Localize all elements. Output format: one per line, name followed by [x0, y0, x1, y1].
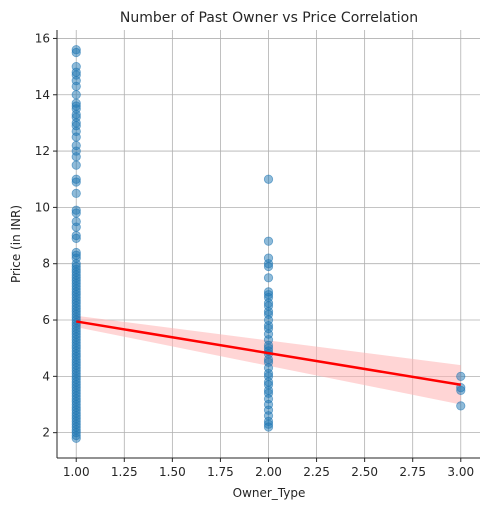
scatter-point [71, 90, 81, 100]
scatter-point [71, 188, 81, 198]
scatter-point [263, 236, 274, 246]
x-tick-label: 1.00 [63, 465, 90, 479]
scatter-point [71, 62, 81, 72]
scatter-point [71, 45, 81, 55]
axes [53, 30, 480, 462]
x-tick-label: 2.00 [255, 465, 282, 479]
scatter-point [456, 371, 466, 381]
scatter-point [71, 140, 81, 151]
chart-title: Number of Past Owner vs Price Correlatio… [120, 10, 418, 26]
y-tick-label: 4 [42, 369, 50, 383]
y-tick-label: 12 [35, 144, 50, 158]
scatter-point [456, 401, 466, 411]
scatter-point [263, 273, 274, 283]
y-tick-label: 16 [35, 31, 50, 45]
x-tick-label: 3.00 [447, 465, 474, 479]
scatter-point [71, 216, 81, 227]
x-tick-label: 2.50 [351, 465, 378, 479]
x-axis-label: Owner_Type [233, 486, 306, 500]
scatter-point [263, 287, 274, 297]
scatter-point [71, 174, 81, 184]
scatter-point [71, 98, 81, 108]
x-tick-label: 1.75 [207, 465, 234, 479]
scatter-point [263, 253, 274, 263]
x-tick-label: 1.25 [111, 465, 138, 479]
y-tick-label: 2 [42, 426, 50, 440]
scatter-point [71, 247, 81, 258]
scatter-point [71, 230, 81, 241]
scatter-point [71, 160, 81, 170]
regression-line-group [76, 320, 461, 387]
x-tick-label: 1.50 [159, 465, 186, 479]
regression-line [76, 320, 461, 387]
x-tick-label: 2.75 [399, 465, 426, 479]
y-axis-label: Price (in INR) [9, 205, 23, 283]
y-tick-label: 8 [42, 257, 50, 271]
scatter-points [71, 45, 466, 443]
tick-labels: 1.00 1.25 1.50 1.75 2.00 2.25 2.50 2.75 3.00 2 4 6 8… [35, 31, 474, 479]
y-tick-label: 10 [35, 200, 50, 214]
x-tick-label: 2.25 [303, 465, 330, 479]
scatter-point [71, 205, 81, 215]
y-tick-label: 14 [35, 88, 50, 102]
scatter-point [263, 174, 274, 184]
y-tick-label: 6 [42, 313, 50, 327]
